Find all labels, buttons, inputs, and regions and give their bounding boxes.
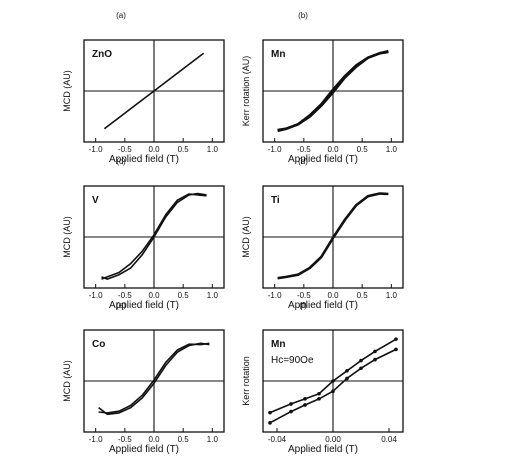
data-point [331, 389, 335, 394]
data-point [317, 397, 321, 401]
x-tick-label: -0.5 [118, 291, 132, 300]
series-line [277, 192, 389, 280]
x-tick-label: -1.0 [89, 145, 103, 154]
data-point [331, 379, 335, 383]
data-point [303, 397, 307, 401]
x-axis-label: Applied field (T) [288, 154, 358, 165]
y-axis-label: Kerr rotation [241, 356, 251, 406]
panel-label: (e) [116, 301, 126, 310]
x-tick-label: 0.5 [178, 435, 190, 444]
data-point [303, 403, 307, 407]
y-axis-label: MCD (AU) [241, 216, 251, 258]
panel-label: (c) [116, 157, 126, 166]
series-line [103, 52, 205, 130]
panel-title: Mn [271, 49, 285, 60]
x-tick-label: -0.5 [118, 435, 132, 444]
data-point [373, 357, 377, 362]
series-line [98, 342, 210, 414]
x-tick-label: 0.5 [357, 145, 369, 154]
data-point [359, 358, 363, 363]
x-axis-label: Applied field (T) [288, 444, 358, 455]
panel-title: ZnO [92, 49, 112, 60]
y-axis-label: MCD (AU) [62, 360, 72, 402]
x-tick-label: 1.0 [207, 291, 219, 300]
data-point [268, 421, 272, 425]
data-point [289, 402, 293, 406]
x-tick-label: -1.0 [89, 435, 103, 444]
x-tick-label: 1.0 [207, 435, 219, 444]
y-axis-label: Kerr rotation (AU) [241, 56, 251, 127]
x-axis-label: Applied field (T) [109, 444, 179, 455]
x-tick-label: 0.0 [148, 435, 160, 444]
x-tick-label: -0.5 [297, 291, 311, 300]
panel-title: Mn [271, 339, 285, 350]
x-tick-label: 1.0 [386, 145, 398, 154]
x-tick-label: 0.0 [327, 145, 339, 154]
x-tick-label: -1.0 [268, 145, 282, 154]
data-point [268, 410, 272, 415]
data-point [317, 391, 321, 396]
data-point [359, 366, 363, 371]
x-tick-label: 0.5 [178, 145, 190, 154]
x-tick-label: 0.5 [357, 291, 369, 300]
data-point [394, 347, 398, 352]
panel-label: (a) [116, 11, 126, 20]
x-tick-label: -1.0 [89, 291, 103, 300]
x-tick-label: 0.0 [148, 291, 160, 300]
x-tick-label: 0.0 [148, 145, 160, 154]
x-tick-label: 0.04 [381, 435, 397, 444]
x-axis-label: Applied field (T) [288, 300, 358, 311]
series-line [277, 49, 389, 132]
y-axis-label: MCD (AU) [62, 216, 72, 258]
data-point [373, 349, 377, 354]
x-tick-label: 1.0 [207, 145, 219, 154]
x-tick-label: -0.5 [297, 145, 311, 154]
coercivity-annotation: Hc=90Oe [271, 355, 314, 366]
x-tick-label: -1.0 [268, 291, 282, 300]
panel-title: Ti [271, 195, 280, 206]
y-axis-label: MCD (AU) [62, 70, 72, 112]
panel-label: (d) [298, 157, 308, 166]
panel-title: Co [92, 339, 105, 350]
x-axis-label: Applied field (T) [109, 300, 179, 311]
data-point [394, 337, 398, 341]
x-tick-label: -0.5 [118, 145, 132, 154]
panel-title: V [92, 195, 99, 206]
x-tick-label: 0.5 [178, 291, 190, 300]
x-tick-label: -0.04 [268, 435, 287, 444]
x-tick-label: 0.0 [327, 291, 339, 300]
data-point [289, 409, 293, 414]
panel-label: (b) [298, 11, 308, 20]
x-axis-label: Applied field (T) [109, 154, 179, 165]
panel-label: (f) [299, 301, 307, 310]
x-tick-label: 1.0 [386, 291, 398, 300]
data-point [345, 369, 349, 373]
data-point [345, 376, 349, 381]
x-tick-label: 0.00 [325, 435, 341, 444]
series-line [101, 193, 207, 280]
